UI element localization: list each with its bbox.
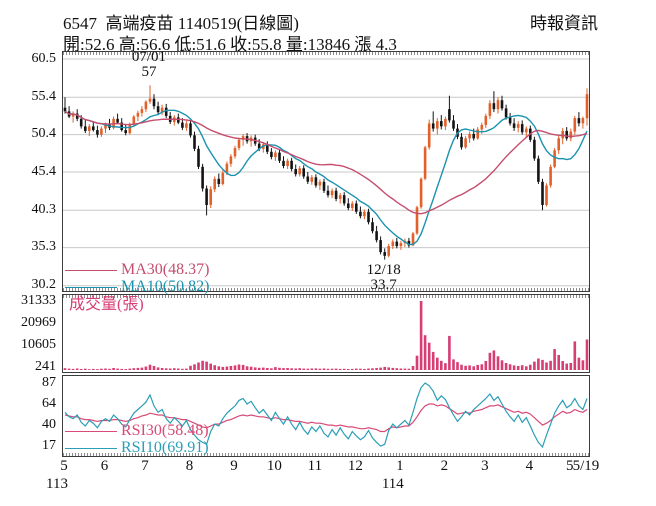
page-title: 6547 高端疫苗 1140519(日線圖) [63, 14, 299, 33]
ma30-legend-label: MA30(48.37) [121, 261, 210, 278]
price-tick-label: 40.3 [31, 201, 57, 217]
rsi-tick-label: 17 [42, 438, 56, 454]
ma10-legend-label: MA10(50.82) [121, 278, 210, 295]
month-label: 5 [60, 458, 68, 474]
volume-pane: 成交量(張) [62, 294, 590, 373]
month-label: 9 [230, 458, 238, 474]
rsi-tick-label: 64 [42, 395, 56, 411]
price-tick-label: 45.4 [31, 163, 57, 179]
price-tick-label: 30.2 [31, 277, 57, 293]
rsi-chart-svg [64, 382, 588, 449]
candlestick-chart-svg [63, 58, 589, 287]
month-label: 6 [100, 458, 109, 474]
volume-tick-label: 241 [35, 358, 56, 374]
ma10-line-sample [65, 287, 117, 288]
month-label: 4 [525, 458, 534, 474]
peak-date-label: 07/01 [131, 49, 167, 65]
month-label: 5/19 [572, 458, 600, 474]
rsi-tick-label: 87 [42, 374, 56, 390]
year-label: 113 [46, 476, 68, 492]
month-label: 12 [347, 458, 363, 474]
month-label: 11 [307, 458, 323, 474]
volume-tick-label: 31333 [21, 292, 56, 308]
price-pane: MA30(48.37) MA10(50.82) [62, 51, 590, 295]
year-label: 114 [381, 476, 404, 492]
rsi10-line-sample [65, 448, 117, 449]
month-label: 8 [185, 458, 194, 474]
rsi30-legend-label: RSI30(58.48) [121, 422, 209, 439]
price-tick-label: 35.3 [31, 239, 57, 255]
quote-line: 開:52.6 高:56.6 低:51.6 收:55.8 量:13846 漲 4.… [63, 35, 397, 54]
peak-annotation: 07/01 57 [121, 50, 177, 80]
minor-ticks-bottom [63, 453, 589, 456]
price-tick-label: 60.5 [31, 50, 57, 66]
month-label: 1 [396, 458, 404, 474]
rsi-pane: RSI30(58.48) RSI10(69.91) [62, 375, 590, 457]
rsi-tick-label: 40 [42, 417, 56, 433]
ma30-line-sample [65, 270, 117, 271]
month-label: 7 [141, 458, 149, 474]
trough-date-label: 12/18 [366, 262, 401, 278]
month-label: 10 [266, 458, 282, 474]
month-label: 5 [566, 458, 574, 474]
minor-ticks-top [63, 52, 589, 55]
rsi10-legend-label: RSI10(69.91) [121, 439, 209, 456]
month-label: 3 [481, 458, 489, 474]
price-tick-label: 55.4 [31, 88, 57, 104]
data-source-label: 時報資訊 [530, 14, 598, 33]
volume-pane-title: 成交量(張) [69, 296, 144, 313]
trough-price-label: 33.7 [370, 277, 397, 293]
rsi30-line-sample [65, 431, 117, 432]
price-tick-label: 50.4 [31, 126, 57, 142]
volume-tick-label: 10605 [21, 336, 56, 352]
month-label: 2 [440, 458, 449, 474]
minor-ticks-top [63, 295, 589, 298]
volume-chart-svg [63, 301, 589, 370]
trough-annotation: 12/18 33.7 [356, 263, 412, 293]
minor-ticks-bottom [63, 288, 589, 291]
peak-price-label: 57 [141, 64, 157, 80]
volume-tick-label: 20969 [21, 314, 56, 330]
